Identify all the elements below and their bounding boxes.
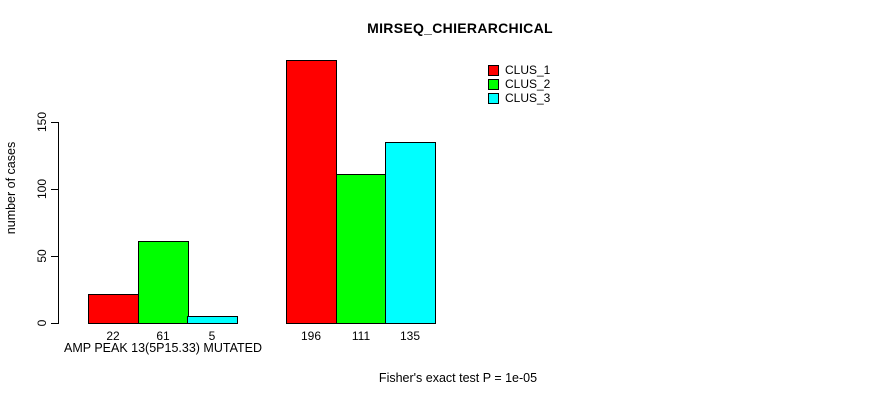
- y-tick-label: 150: [35, 111, 49, 133]
- legend-swatch-clus-2: [488, 78, 499, 90]
- bar-value-label: 111: [351, 329, 371, 343]
- bar-clus_2-group1: [138, 241, 189, 324]
- bar-clus_1-group1: [88, 294, 139, 324]
- y-tick-label: 50: [35, 249, 49, 263]
- legend-item-clus-1: CLUS_1: [488, 63, 550, 77]
- y-tick-label: 100: [35, 178, 49, 200]
- legend-label-clus-3: CLUS_3: [505, 91, 551, 105]
- bar-value-label: 196: [300, 329, 322, 343]
- legend: CLUS_1 CLUS_2 CLUS_3: [488, 63, 550, 105]
- y-tick: [51, 189, 59, 190]
- legend-swatch-clus-1: [488, 64, 499, 76]
- x-group-label: AMP PEAK 13(5P15.33) MUTATED: [64, 341, 262, 355]
- bar-clus_3-group1: [187, 316, 238, 324]
- bar-value-label: 5: [208, 329, 216, 343]
- bar-value-label: 22: [106, 329, 120, 343]
- y-tick: [51, 323, 59, 324]
- legend-label-clus-2: CLUS_2: [505, 77, 551, 91]
- legend-swatch-clus-3: [488, 92, 499, 104]
- legend-item-clus-3: CLUS_3: [488, 91, 550, 105]
- bar-clus_3-group2: [385, 142, 436, 324]
- chart-title: MIRSEQ_CHIERARCHICAL: [367, 20, 553, 36]
- legend-item-clus-2: CLUS_2: [488, 77, 550, 91]
- legend-label-clus-1: CLUS_1: [505, 63, 551, 77]
- y-tick: [51, 256, 59, 257]
- bar-value-label: 135: [399, 329, 421, 343]
- y-tick: [51, 122, 59, 123]
- stats-caption: Fisher's exact test P = 1e-05: [378, 371, 538, 385]
- y-axis-label: number of cases: [4, 141, 18, 235]
- y-axis-line: [58, 122, 59, 324]
- bar-clus_2-group2: [336, 174, 387, 324]
- y-tick-label: 0: [35, 319, 49, 327]
- bar-value-label: 61: [156, 329, 170, 343]
- bar-clus_1-group2: [286, 60, 337, 324]
